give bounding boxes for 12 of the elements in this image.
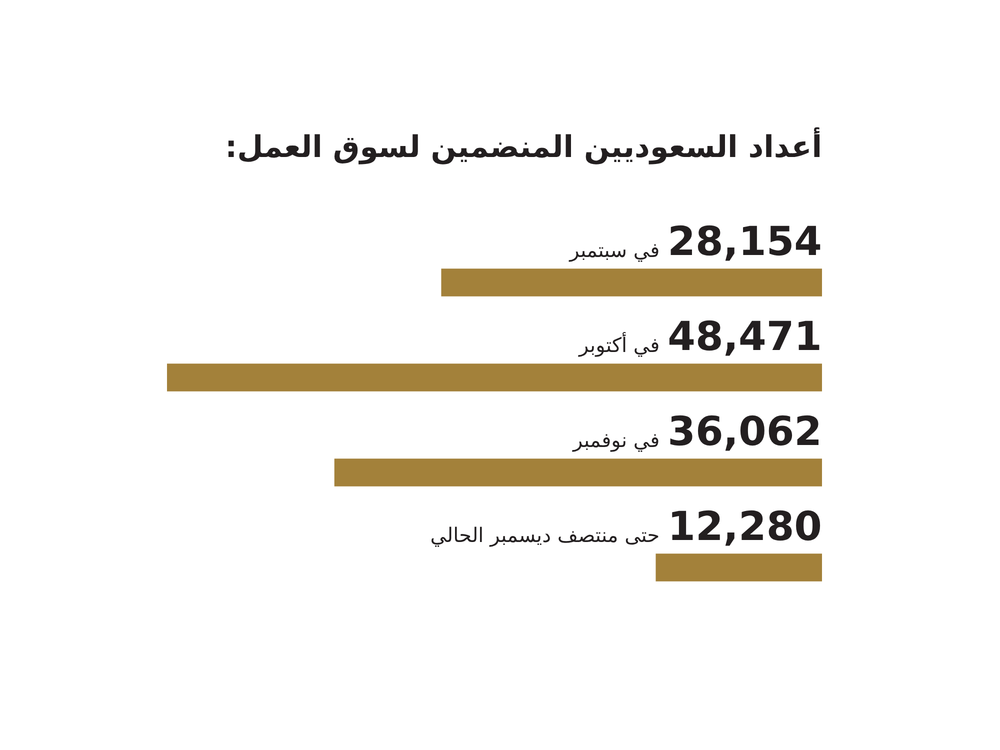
y-tick-label: في أكتوبر [578,332,660,357]
data-label: 28,154 [668,219,822,265]
data-label: 12,280 [668,504,822,550]
bar [334,458,822,486]
bar [441,268,822,296]
bar [167,364,822,392]
y-tick-label: في نوفمبر [572,428,660,452]
y-tick-label: في سبتمبر [568,238,660,262]
y-tick-label: حتى منتصف ديسمبر الحالي [430,523,660,547]
bar [656,554,822,582]
data-label: 48,471 [668,314,822,360]
data-label: 36,062 [668,409,822,455]
